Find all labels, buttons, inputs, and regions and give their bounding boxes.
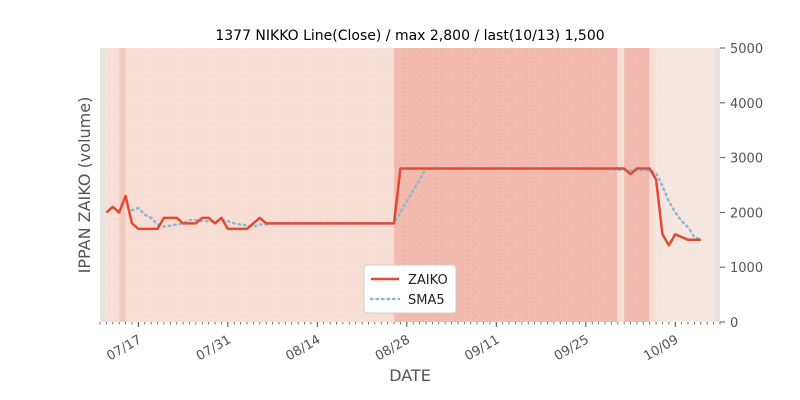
series-layer <box>105 167 703 247</box>
background-band <box>713 48 720 322</box>
x-tick-label: 10/09 <box>641 332 681 364</box>
background-band <box>125 48 395 322</box>
x-tick-label: 07/31 <box>194 332 234 364</box>
legend-box <box>363 264 457 314</box>
y-tick-label: 0 <box>730 316 738 331</box>
legend: ZAIKO SMA5 <box>363 264 457 314</box>
background-band <box>106 48 120 322</box>
y-axis-ticks: 0 1000 2000 3000 4000 5000 <box>720 42 763 331</box>
y-tick-label: 4000 <box>730 97 763 112</box>
series-line-sma5 <box>130 167 703 242</box>
x-tick-label: 09/11 <box>462 332 502 364</box>
y-tick-label: 2000 <box>730 206 763 221</box>
chart-title: 1377 NIKKO Line(Close) / max 2,800 / las… <box>215 28 604 44</box>
background-band <box>100 48 107 322</box>
y-tick-label: 5000 <box>730 42 763 57</box>
legend-label-zaiko: ZAIKO <box>408 273 448 288</box>
x-tick-label: 08/28 <box>373 332 413 364</box>
background-band <box>119 48 126 322</box>
x-tick-label: 09/25 <box>552 332 592 364</box>
x-axis-label: DATE <box>389 366 431 385</box>
background-band <box>617 48 625 322</box>
x-axis-ticks: 07/17 07/31 08/14 08/28 09/11 09/25 10/09 <box>99 322 721 364</box>
background-band <box>649 48 657 322</box>
y-tick-label: 3000 <box>730 152 763 167</box>
x-tick-label: 08/14 <box>283 332 323 364</box>
background-band <box>656 48 714 322</box>
series-line-zaiko <box>105 167 701 247</box>
legend-label-sma5: SMA5 <box>408 293 445 308</box>
x-tick-label: 07/17 <box>104 332 144 364</box>
y-tick-label: 1000 <box>730 261 763 276</box>
background-band <box>624 48 650 322</box>
y-axis-label: IPPAN ZAIKO (volume) <box>75 97 94 274</box>
